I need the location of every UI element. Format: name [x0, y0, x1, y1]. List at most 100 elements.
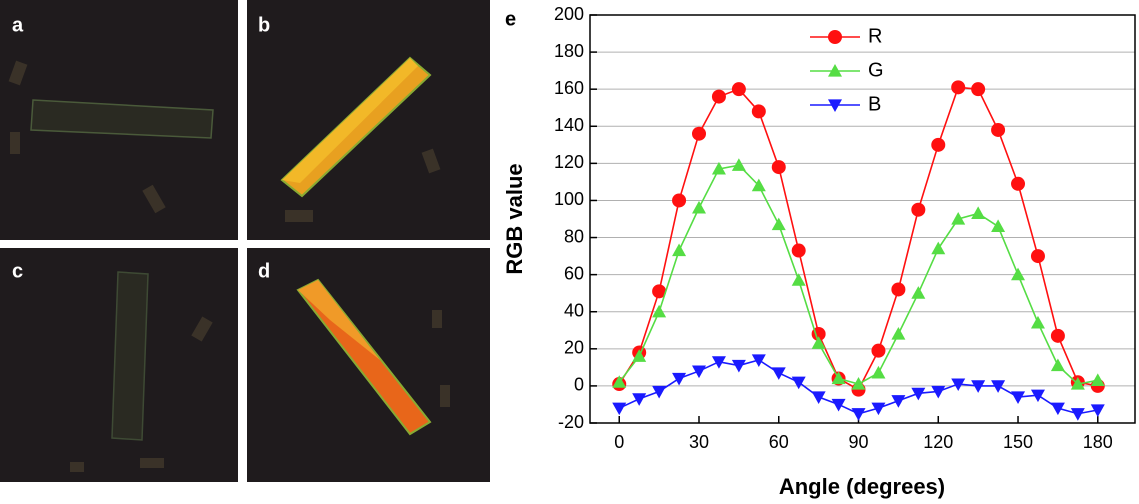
marker	[1070, 408, 1085, 421]
y-tick-label: 40	[564, 300, 584, 320]
marker	[771, 217, 786, 231]
marker	[991, 380, 1006, 393]
legend-label: R	[868, 25, 882, 47]
y-tick-label: 140	[554, 115, 584, 135]
y-axis-title: RGB value	[502, 163, 527, 274]
marker	[1050, 358, 1065, 372]
marker	[632, 349, 647, 362]
marker	[951, 212, 966, 225]
marker	[1050, 328, 1065, 343]
marker	[1011, 391, 1026, 405]
marker	[831, 371, 846, 385]
marker	[931, 137, 946, 152]
x-tick-label: 150	[1003, 432, 1033, 452]
y-tick-label: 100	[554, 189, 584, 209]
marker	[828, 30, 842, 44]
marker	[731, 82, 746, 97]
y-tick-label: 80	[564, 226, 584, 246]
micrograph-c	[0, 248, 238, 482]
micrograph-d	[247, 248, 490, 482]
y-tick-label: 0	[574, 375, 584, 395]
marker	[911, 202, 926, 217]
panel-label: d	[258, 260, 270, 282]
marker	[951, 80, 966, 95]
panel-label: b	[258, 14, 270, 36]
marker	[851, 408, 866, 421]
y-tick-label: 20	[564, 338, 584, 358]
marker	[871, 402, 886, 416]
marker	[911, 286, 926, 299]
y-tick-label: 200	[554, 4, 584, 24]
marker	[828, 64, 842, 77]
y-tick-label: 120	[554, 152, 584, 172]
marker	[751, 354, 766, 367]
marker	[791, 243, 806, 258]
marker	[1070, 377, 1085, 390]
marker	[692, 200, 706, 214]
marker	[871, 365, 886, 379]
marker	[871, 343, 886, 358]
marker	[751, 178, 766, 192]
y-tick-label: 60	[564, 263, 584, 283]
panel-label: c	[12, 260, 23, 282]
marker	[1030, 315, 1045, 329]
panel-label: a	[12, 14, 24, 36]
marker	[711, 161, 726, 175]
marker	[791, 273, 806, 286]
marker	[1011, 176, 1026, 191]
marker	[672, 193, 687, 208]
marker	[991, 122, 1006, 137]
micrograph-b	[247, 0, 490, 240]
x-tick-label: 30	[689, 432, 709, 452]
marker	[791, 376, 806, 390]
x-tick-label: 120	[923, 432, 953, 452]
marker	[1050, 402, 1065, 416]
legend-entry: R	[810, 25, 882, 47]
marker	[652, 304, 667, 318]
marker	[711, 89, 726, 104]
x-tick-label: 180	[1083, 432, 1113, 452]
marker	[891, 395, 906, 408]
marker	[911, 387, 926, 401]
marker	[1030, 249, 1045, 264]
y-tick-label: 180	[554, 41, 584, 61]
legend-label: G	[868, 59, 884, 81]
marker	[811, 336, 826, 349]
marker	[1090, 373, 1105, 386]
marker	[672, 372, 687, 386]
panel-label: e	[505, 8, 516, 30]
x-tick-label: 90	[848, 432, 868, 452]
series-line	[618, 86, 1098, 391]
marker	[831, 398, 846, 412]
marker	[652, 284, 667, 299]
marker	[652, 385, 667, 399]
marker	[672, 243, 687, 257]
legend-entry: G	[810, 59, 884, 81]
marker	[851, 377, 866, 390]
x-tick-label: 60	[769, 432, 789, 452]
marker	[991, 219, 1006, 233]
micrograph-a	[0, 0, 238, 240]
marker	[711, 356, 726, 369]
y-tick-label: 160	[554, 78, 584, 98]
marker	[1090, 404, 1105, 418]
marker	[692, 365, 706, 379]
marker	[951, 378, 966, 392]
x-tick-label: 0	[614, 432, 624, 452]
marker	[1011, 267, 1026, 281]
marker	[731, 359, 746, 373]
marker	[692, 126, 706, 141]
marker	[971, 82, 986, 97]
marker	[612, 402, 627, 416]
marker	[632, 393, 647, 406]
marker	[771, 160, 786, 175]
marker	[931, 241, 946, 255]
marker	[771, 367, 786, 380]
marker	[612, 375, 627, 388]
legend-entry: B	[810, 93, 881, 115]
marker	[971, 206, 986, 220]
marker	[891, 282, 906, 297]
marker	[811, 391, 826, 405]
marker	[751, 104, 766, 119]
